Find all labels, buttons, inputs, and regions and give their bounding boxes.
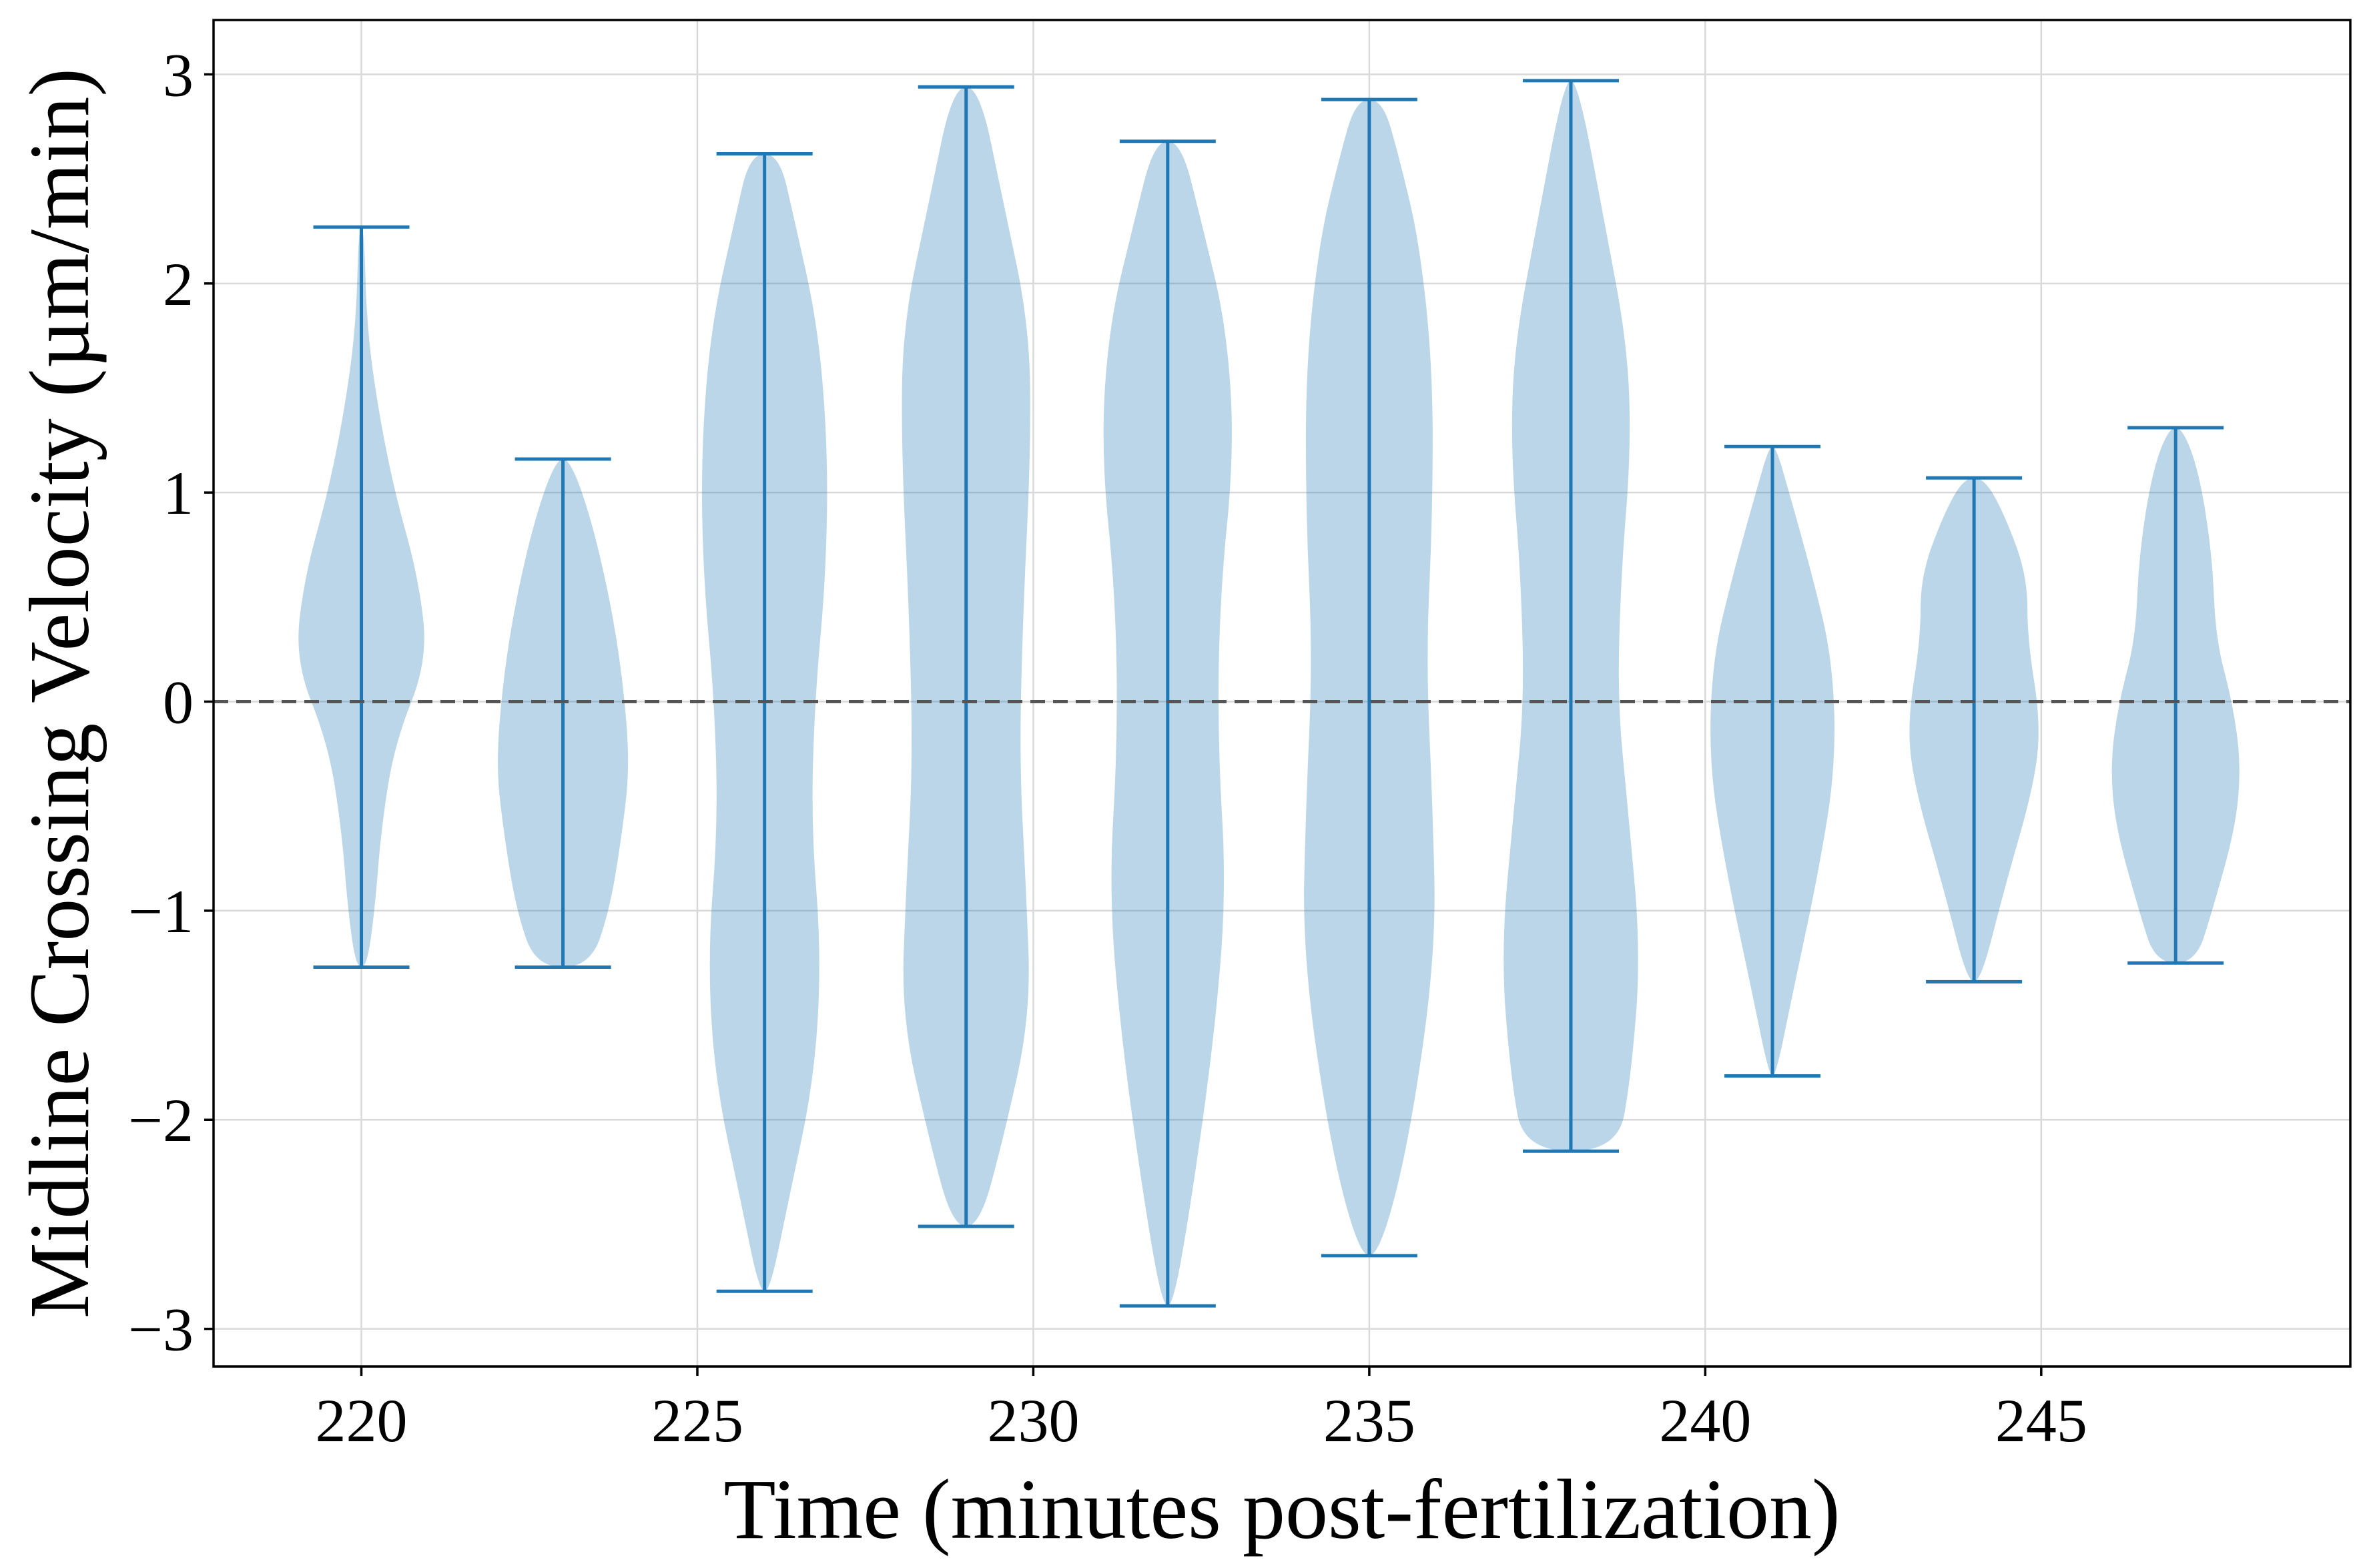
violin-247 — [2111, 426, 2240, 965]
x-tick-label: 225 — [651, 1387, 743, 1455]
plot-frame — [212, 19, 2352, 1368]
violins — [298, 79, 2240, 1308]
x-tick-label: 230 — [987, 1387, 1079, 1455]
x-tick-label: 245 — [1995, 1387, 2087, 1455]
y-tick-label: −3 — [128, 1296, 194, 1364]
y-tick-label: 2 — [163, 250, 194, 318]
y-tick-label: 3 — [163, 41, 194, 109]
y-axis-label: Midline Crossing Velocity (µm/min) — [12, 68, 107, 1318]
violin-229 — [902, 85, 1030, 1228]
violin-238 — [1503, 79, 1638, 1153]
x-axis-label: Time (minutes post-fertilization) — [723, 1462, 1840, 1557]
x-tick-label: 220 — [316, 1387, 408, 1455]
ticks: 220 225 230 235 240 245 −3 −2 −1 0 1 2 3 — [128, 41, 2087, 1455]
violin-220 — [298, 225, 424, 969]
violin-232 — [1103, 139, 1232, 1308]
violin-223 — [498, 457, 629, 969]
y-tick-label: −2 — [128, 1086, 194, 1154]
violin-226 — [701, 152, 827, 1293]
y-tick-label: −1 — [128, 877, 194, 945]
y-tick-label: 0 — [163, 669, 194, 737]
x-tick-label: 235 — [1323, 1387, 1415, 1455]
violin-244 — [1909, 476, 2039, 984]
violin-241 — [1710, 444, 1835, 1078]
y-tick-label: 1 — [163, 459, 194, 527]
x-tick-label: 240 — [1659, 1387, 1751, 1455]
violin-235 — [1304, 97, 1435, 1258]
